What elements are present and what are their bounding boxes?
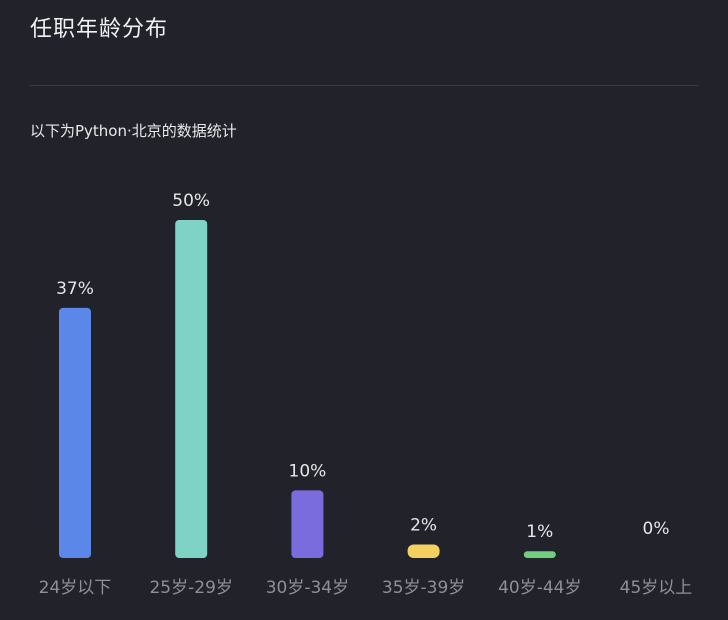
bar-0 bbox=[59, 307, 91, 558]
data-label-4: 1% bbox=[526, 522, 553, 542]
data-label-1: 50% bbox=[172, 191, 210, 211]
bar-3 bbox=[407, 544, 440, 558]
x-tick-label-3: 35岁-39岁 bbox=[382, 578, 465, 598]
bar-2 bbox=[291, 490, 324, 558]
data-label-0: 37% bbox=[56, 279, 94, 299]
x-tick-label-1: 25岁-29岁 bbox=[149, 578, 232, 598]
data-label-5: 0% bbox=[643, 519, 670, 539]
x-tick-label-5: 45岁以上 bbox=[620, 578, 693, 598]
title-divider bbox=[30, 85, 698, 86]
page-title: 任职年龄分布 bbox=[30, 17, 169, 42]
bar-4 bbox=[523, 551, 556, 558]
x-tick-label-4: 40岁-44岁 bbox=[498, 578, 581, 598]
chart-subtitle: 以下为Python·北京的数据统计 bbox=[30, 122, 237, 140]
x-tick-label-0: 24岁以下 bbox=[39, 578, 112, 598]
data-label-3: 2% bbox=[410, 515, 437, 535]
x-tick-label-2: 30岁-34岁 bbox=[266, 578, 349, 598]
data-label-2: 10% bbox=[289, 461, 327, 481]
bar-1 bbox=[175, 220, 208, 558]
